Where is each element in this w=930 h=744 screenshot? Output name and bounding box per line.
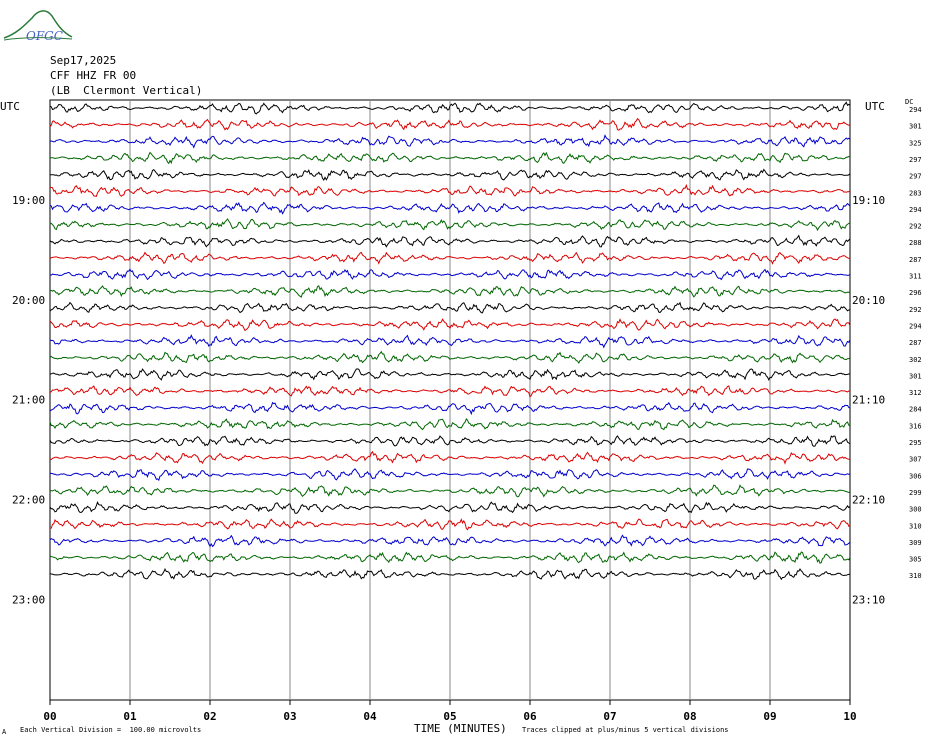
- dc-offset-label: 294: [909, 106, 922, 114]
- seismic-trace: [49, 551, 851, 564]
- plot-date: Sep17,2025: [50, 54, 117, 67]
- seismic-trace: [49, 417, 851, 431]
- seismic-trace: [49, 251, 851, 265]
- dc-offset-label: 287: [909, 339, 922, 347]
- dc-offset-label: 302: [909, 356, 922, 364]
- hour-label-right: 21:10: [852, 394, 885, 407]
- seismic-trace: [49, 218, 851, 232]
- seismic-trace: [49, 168, 851, 181]
- utc-left-label: UTC: [0, 100, 20, 113]
- dc-offset-label: 301: [909, 123, 922, 131]
- dc-offset-label: 284: [909, 406, 922, 414]
- dc-offset-label: 306: [909, 472, 922, 480]
- utc-right-label: UTC: [865, 100, 885, 113]
- dc-offset-label: 288: [909, 239, 922, 247]
- dc-offset-label: 307: [909, 456, 922, 464]
- dc-offset-label: 312: [909, 389, 922, 397]
- dc-offset-label: 297: [909, 156, 922, 164]
- seismic-trace: [50, 183, 851, 198]
- logo-mountain-icon: [3, 10, 73, 39]
- seismic-trace: [49, 534, 851, 548]
- clip-note: Traces clipped at plus/minus 5 vertical …: [522, 726, 729, 734]
- x-tick-label: 06: [523, 710, 537, 723]
- x-tick-label: 07: [603, 710, 616, 723]
- station-location: (LB Clermont Vertical): [50, 84, 203, 97]
- dc-offset-label: 311: [909, 273, 922, 281]
- seismic-trace: [49, 318, 851, 332]
- seismic-trace: [49, 567, 851, 581]
- seismic-trace: [49, 201, 851, 215]
- x-tick-label: 08: [683, 710, 696, 723]
- scale-note: Each Vertical Division = 100.00 microvol…: [20, 726, 202, 734]
- seismic-trace: [49, 385, 851, 398]
- hour-label-right: 20:10: [852, 294, 885, 307]
- hour-label-left: 21:00: [12, 394, 45, 407]
- seismic-trace: [49, 468, 851, 482]
- dc-offset-label: 299: [909, 489, 922, 497]
- seismic-trace: [49, 334, 851, 349]
- dc-offset-label: 296: [909, 289, 922, 297]
- x-tick-label: 00: [43, 710, 56, 723]
- dc-offset-label: 295: [909, 439, 922, 447]
- hour-label-left: 20:00: [12, 294, 45, 307]
- hour-label-right: 23:10: [852, 594, 885, 607]
- seismic-trace: [49, 268, 851, 281]
- x-tick-label: 03: [283, 710, 296, 723]
- x-axis-title: TIME (MINUTES): [414, 722, 507, 735]
- dc-offset-label: 283: [909, 189, 922, 197]
- dc-offset-label: 305: [909, 556, 922, 564]
- seismic-trace: [49, 501, 851, 514]
- dc-offset-label: 301: [909, 372, 922, 380]
- logo-text: OFGC: [26, 29, 63, 43]
- ofgc-logo: OFGC: [3, 10, 73, 43]
- hour-label-left: 23:00: [12, 594, 45, 607]
- x-tick-label: 01: [123, 710, 137, 723]
- seismic-trace: [49, 134, 851, 149]
- seismic-trace: [49, 518, 851, 531]
- seismic-trace: [49, 401, 851, 416]
- x-tick-label: 02: [203, 710, 216, 723]
- dc-offset-label: 310: [909, 522, 922, 530]
- seismic-trace: [49, 234, 851, 248]
- x-tick-label: 05: [443, 710, 456, 723]
- dc-offset-label: 292: [909, 306, 922, 314]
- x-tick-label: 04: [363, 710, 377, 723]
- dc-offset-label: 300: [909, 506, 922, 514]
- channel-code: CFF HHZ FR 00: [50, 69, 137, 82]
- seismic-trace: [49, 368, 851, 381]
- dc-offset-label: 297: [909, 173, 922, 181]
- seismic-trace: [49, 484, 851, 498]
- hour-label-right: 22:10: [852, 494, 885, 507]
- seismic-trace: [49, 117, 851, 131]
- hour-label-left: 22:00: [12, 494, 45, 507]
- seismic-trace: [49, 101, 851, 115]
- hour-label-right: 19:10: [852, 194, 885, 207]
- seismic-trace: [49, 450, 851, 465]
- dc-offset-label: 316: [909, 422, 922, 430]
- seismic-trace: [49, 151, 850, 165]
- dc-offset-label: 294: [909, 322, 922, 330]
- dc-offset-label: 310: [909, 572, 922, 580]
- seismic-trace: [49, 285, 851, 298]
- dc-offset-label: 294: [909, 206, 922, 214]
- dc-offset-label: 325: [909, 139, 922, 147]
- seismic-trace: [49, 301, 851, 314]
- seismic-trace: [49, 350, 851, 365]
- dc-offset-label: 292: [909, 223, 922, 231]
- corner-mark: A: [2, 728, 7, 736]
- x-tick-label: 09: [763, 710, 776, 723]
- x-tick-label: 10: [843, 710, 856, 723]
- dc-offset-label: 287: [909, 256, 922, 264]
- hour-label-left: 19:00: [12, 194, 45, 207]
- seismic-trace: [49, 435, 851, 447]
- dc-offset-label: 309: [909, 539, 922, 547]
- dc-label: DC: [905, 98, 914, 106]
